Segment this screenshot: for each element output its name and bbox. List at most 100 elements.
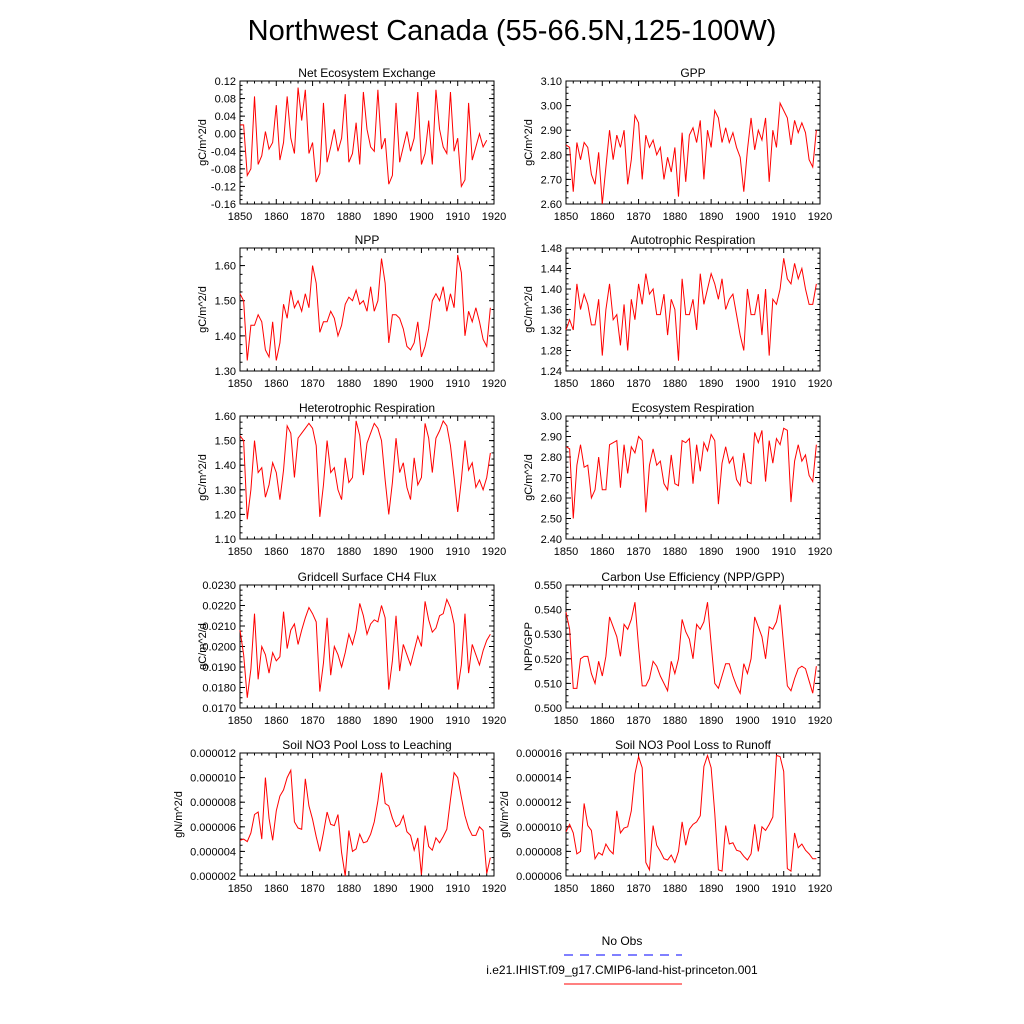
series-line <box>239 597 491 698</box>
x-tick-label: 1900 <box>735 715 759 727</box>
x-tick-label: 1920 <box>482 715 506 727</box>
y-tick-label: -0.12 <box>211 181 236 193</box>
y-tick-label: -0.16 <box>211 199 236 211</box>
x-tick-label: 1870 <box>300 378 324 390</box>
x-tick-label: 1920 <box>808 378 832 390</box>
x-tick-label: 1890 <box>699 546 723 558</box>
plot-frame <box>565 584 821 709</box>
x-tick-label: 1880 <box>337 715 361 727</box>
y-tick-label: 0.0170 <box>202 703 236 715</box>
x-tick-label: 1920 <box>808 546 832 558</box>
series-line <box>239 254 491 361</box>
x-tick-label: 1890 <box>699 883 723 895</box>
y-axis-label: NPP/GPP <box>523 622 535 671</box>
x-tick-label: 1910 <box>771 715 795 727</box>
y-tick-label: 1.44 <box>541 264 562 276</box>
y-tick-label: 0.520 <box>534 654 562 666</box>
y-tick-label: -0.04 <box>211 146 236 158</box>
y-tick-label: 2.50 <box>541 514 562 526</box>
y-tick-label: 1.60 <box>215 411 236 423</box>
x-tick-label: 1850 <box>228 883 252 895</box>
x-tick-label: 1890 <box>699 715 723 727</box>
x-tick-label: 1870 <box>626 546 650 558</box>
panel-autotrophic-respiration: Autotrophic Respiration 1850 1860 1870 1880 1… <box>523 233 832 390</box>
y-tick-label: 1.24 <box>541 366 562 378</box>
x-tick-label: 1890 <box>373 378 397 390</box>
y-axis-label: gC/m^2/d <box>197 119 209 166</box>
panel-title: Carbon Use Efficiency (NPP/GPP) <box>601 570 784 584</box>
y-tick-label: 0.000012 <box>516 797 562 809</box>
y-tick-label: 1.48 <box>541 243 562 255</box>
series-line <box>239 419 491 520</box>
x-tick-label: 1870 <box>626 883 650 895</box>
x-tick-label: 1890 <box>373 546 397 558</box>
y-axis-label: gC/m^2/d <box>523 286 535 333</box>
y-tick-label: 2.70 <box>541 473 562 485</box>
y-tick-label: 0.510 <box>534 678 562 690</box>
y-tick-label: 0.0190 <box>202 662 236 674</box>
x-tick-label: 1910 <box>771 883 795 895</box>
x-tick-label: 1880 <box>337 883 361 895</box>
series-line <box>565 101 817 205</box>
y-tick-label: 0.550 <box>534 580 562 592</box>
plot-frame <box>565 752 821 877</box>
panel-soil-no3-pool-loss-to-leaching: Soil NO3 Pool Loss to Leaching 1850 1860 18… <box>173 738 506 895</box>
plot-frame <box>239 415 495 540</box>
y-tick-label: 1.50 <box>215 296 236 308</box>
y-tick-label: 0.000008 <box>516 846 562 858</box>
panel-soil-no3-pool-loss-to-runoff: Soil NO3 Pool Loss to Runoff 1850 1860 1870… <box>499 738 832 895</box>
y-tick-label: 3.00 <box>541 411 562 423</box>
panel-title: NPP <box>355 233 380 247</box>
plot-frame <box>239 584 495 709</box>
y-tick-label: 0.00 <box>215 129 236 141</box>
x-tick-label: 1920 <box>482 546 506 558</box>
x-tick-label: 1900 <box>409 211 433 223</box>
y-axis-label: gC/m^2/d <box>197 286 209 333</box>
y-tick-label: 0.000012 <box>190 748 236 760</box>
panel-ecosystem-respiration: Ecosystem Respiration 1850 1860 1870 1880 189… <box>523 401 832 558</box>
x-tick-label: 1860 <box>264 715 288 727</box>
x-tick-label: 1910 <box>445 378 469 390</box>
x-tick-label: 1870 <box>626 715 650 727</box>
y-tick-label: 0.12 <box>215 76 236 88</box>
y-tick-label: 2.40 <box>541 534 562 546</box>
y-axis-label: gC/m^2/d <box>523 119 535 166</box>
y-tick-label: 0.000002 <box>190 871 236 883</box>
panel-title: GPP <box>680 66 705 80</box>
x-tick-label: 1850 <box>228 211 252 223</box>
panel-title: Autotrophic Respiration <box>631 233 756 247</box>
series-line <box>565 753 817 872</box>
y-tick-label: 2.70 <box>541 174 562 186</box>
panel-npp: NPP 1850 1860 1870 1880 1890 1900 1910 1920 1.30 1… <box>197 233 506 390</box>
x-tick-label: 1920 <box>808 211 832 223</box>
y-tick-label: 1.40 <box>215 331 236 343</box>
panel-title: Net Ecosystem Exchange <box>298 66 436 80</box>
x-tick-label: 1920 <box>482 378 506 390</box>
x-tick-label: 1900 <box>735 378 759 390</box>
y-tick-label: 1.50 <box>215 436 236 448</box>
x-tick-label: 1880 <box>663 378 687 390</box>
y-axis-label: gC/m^2/d <box>197 623 209 670</box>
plot-frame <box>239 752 495 877</box>
x-tick-label: 1900 <box>735 546 759 558</box>
x-tick-label: 1880 <box>663 715 687 727</box>
panel-gridcell-surface-ch4-flux: Gridcell Surface CH4 Flux 1850 1860 1870 188… <box>197 570 506 727</box>
y-tick-label: 1.40 <box>541 284 562 296</box>
x-tick-label: 1880 <box>337 211 361 223</box>
y-tick-label: 2.80 <box>541 150 562 162</box>
y-axis-label: gN/m^2/d <box>499 791 511 838</box>
y-tick-label: 3.00 <box>541 101 562 113</box>
y-tick-label: 1.32 <box>541 325 562 337</box>
x-tick-label: 1860 <box>590 378 614 390</box>
x-tick-label: 1910 <box>771 211 795 223</box>
x-tick-label: 1910 <box>445 546 469 558</box>
y-tick-label: 2.90 <box>541 432 562 444</box>
x-tick-label: 1870 <box>300 546 324 558</box>
x-tick-label: 1860 <box>264 883 288 895</box>
x-tick-label: 1860 <box>590 715 614 727</box>
x-tick-label: 1870 <box>300 715 324 727</box>
x-tick-label: 1860 <box>590 211 614 223</box>
series-line <box>565 427 817 519</box>
x-tick-label: 1900 <box>409 883 433 895</box>
